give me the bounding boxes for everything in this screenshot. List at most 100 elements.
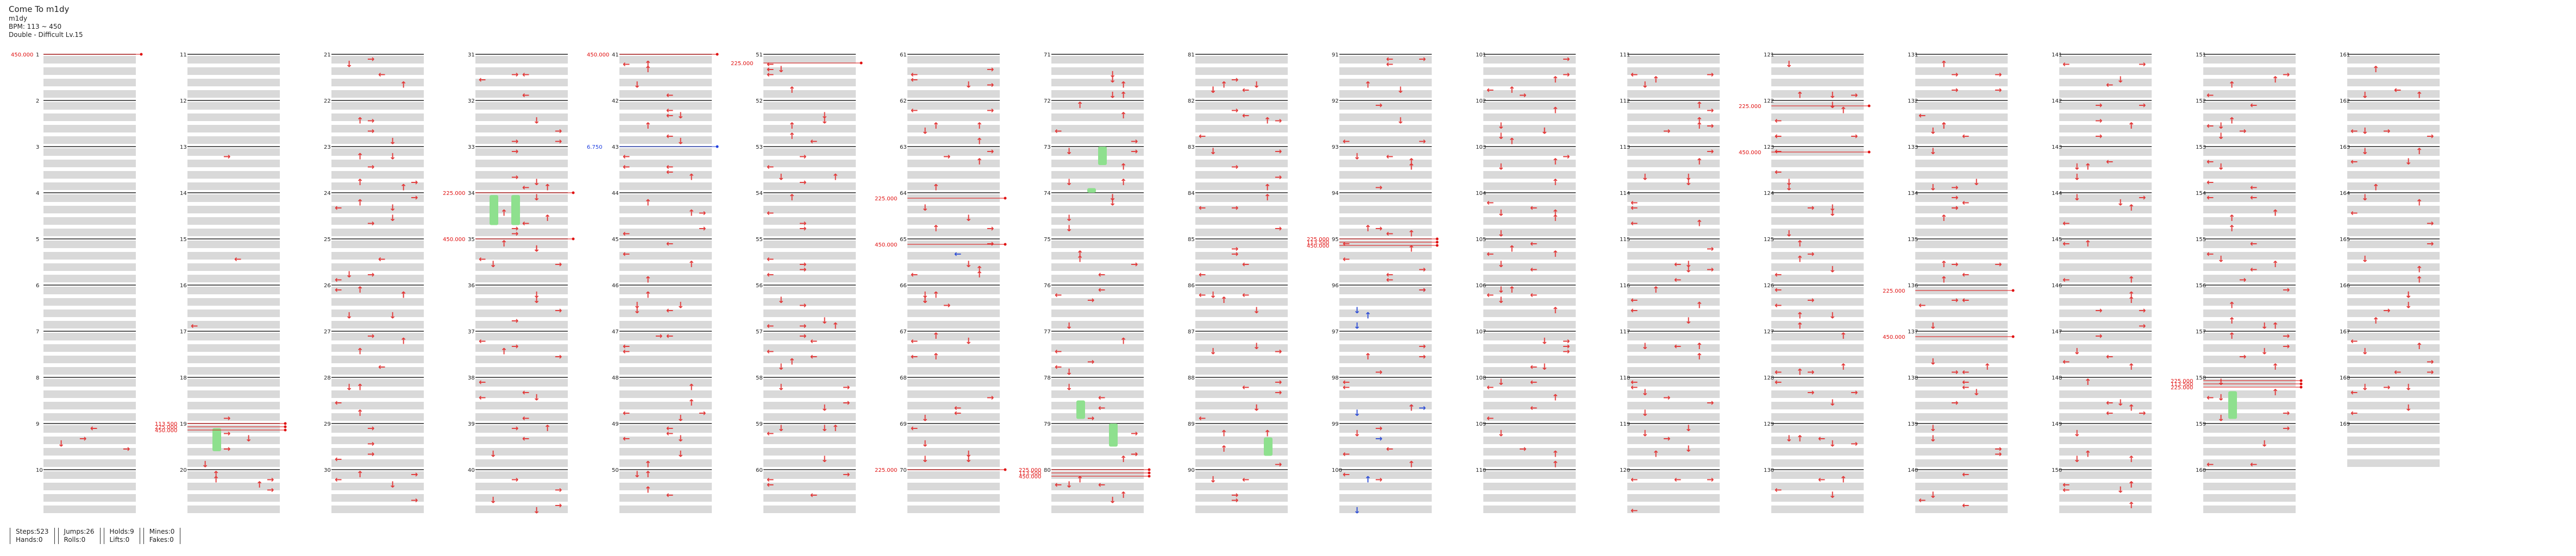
beat-stripe	[1339, 56, 1432, 64]
beat-stripe	[763, 402, 856, 409]
arrow-note: ↓	[2405, 156, 2412, 167]
arrow-note: →	[1231, 203, 1238, 213]
arrow-note: →	[799, 218, 806, 229]
measure-number: 147	[2052, 329, 2062, 335]
arrow-note: ←	[1775, 367, 1782, 377]
beat-stripe	[1771, 182, 1864, 190]
beat-stripe	[1051, 90, 1144, 98]
beat-stripe	[43, 90, 136, 98]
arrow-note: →	[2139, 408, 2146, 418]
arrow-note: →	[843, 382, 850, 393]
bpm-change-label: 450.000	[443, 237, 465, 243]
beat-stripe	[331, 344, 424, 352]
arrow-note: ↓	[1829, 397, 1836, 408]
arrow-note: ↑	[1984, 362, 1991, 372]
beat-stripe	[2203, 437, 2296, 444]
beat-stripe	[1483, 287, 1576, 294]
beat-stripe	[907, 506, 1000, 513]
arrow-note: ←	[1775, 131, 1782, 141]
measure-number: 124	[1764, 191, 1774, 197]
arrow-note: ↓	[922, 126, 929, 136]
beat-stripe	[2059, 206, 2152, 213]
beat-stripe	[1195, 56, 1288, 64]
beat-stripe	[2347, 171, 2440, 179]
beat-stripe	[1195, 506, 1288, 513]
beat-stripe	[619, 321, 712, 328]
arrow-note: ←	[1775, 146, 1782, 156]
arrow-note: ↓	[1929, 321, 1936, 331]
arrow-note: →	[1951, 397, 1958, 408]
beat-stripe	[907, 298, 1000, 306]
measure-number: 111	[1620, 52, 1630, 58]
arrow-note: →	[1563, 151, 1570, 162]
measure-number: 80	[1044, 467, 1051, 473]
measure-number: 108	[1476, 375, 1486, 381]
arrow-note: →	[1563, 336, 1570, 346]
arrow-note: ↑	[1552, 156, 1559, 167]
beat-stripe	[2059, 252, 2152, 260]
measure-number: 99	[1332, 421, 1339, 427]
beat-stripe	[475, 263, 568, 271]
measure-number: 25	[324, 237, 331, 243]
arrow-note: ←	[1674, 475, 1681, 485]
arrow-note: ↑	[688, 397, 695, 408]
beat-stripe	[2203, 344, 2296, 352]
bpm-change-label: 225.000	[1019, 467, 1041, 473]
arrow-note: ↓	[346, 59, 353, 70]
arrow-note: ↓	[2217, 254, 2224, 264]
arrow-note: →	[1419, 264, 1426, 275]
beat-stripe	[187, 506, 280, 513]
beat-stripe	[619, 206, 712, 213]
arrow-note: ↑	[2272, 208, 2279, 218]
beat-stripe	[1051, 206, 1144, 213]
arrow-note: ←	[2106, 156, 2113, 167]
arrow-note: ↓	[1785, 182, 1792, 193]
beat-stripe	[1195, 344, 1288, 352]
arrow-note: ↑	[1220, 80, 1227, 90]
arrow-note: ↑	[788, 357, 795, 367]
beat-stripe	[187, 217, 280, 225]
beat-stripe	[43, 459, 136, 467]
arrow-note: ↓	[634, 469, 641, 479]
beat-stripe	[763, 448, 856, 456]
measure-number: 47	[612, 329, 619, 335]
beat-stripe	[1627, 125, 1720, 132]
arrow-note: →	[367, 269, 374, 280]
beat-stripe	[331, 287, 424, 294]
beat-stripe	[1195, 252, 1288, 260]
beat-stripe	[2347, 182, 2440, 190]
beat-stripe	[1771, 113, 1864, 121]
arrow-note: ↓	[1353, 151, 1361, 162]
arrow-note: →	[987, 223, 994, 233]
measure-number: 119	[1620, 421, 1630, 427]
beat-stripe	[2347, 241, 2440, 248]
arrow-note: ←	[522, 433, 529, 444]
measure-number: 15	[180, 237, 187, 243]
measure-number: 115	[1620, 237, 1630, 243]
measure-number: 8	[36, 375, 39, 381]
measure-number: 86	[1188, 283, 1195, 289]
beat-stripe	[1771, 56, 1864, 64]
beat-stripe	[1627, 321, 1720, 328]
arrow-note: ↓	[2073, 172, 2080, 182]
measure-number: 123	[1764, 144, 1774, 150]
measure-number: 132	[1908, 98, 1918, 104]
measure-number: 73	[1044, 144, 1051, 150]
beat-stripe	[43, 275, 136, 282]
beat-stripe	[331, 298, 424, 306]
beat-stripe	[1771, 356, 1864, 363]
beat-stripe	[907, 263, 1000, 271]
arrow-note: →	[1995, 259, 2002, 269]
beat-stripe	[331, 483, 424, 490]
beat-stripe	[2347, 459, 2440, 467]
arrow-note: ↑	[1220, 295, 1227, 305]
arrow-note: ↓	[677, 136, 684, 147]
arrow-note: →	[1231, 162, 1238, 172]
arrow-note: ↑	[1696, 100, 1703, 110]
beat-stripe	[187, 263, 280, 271]
measure-number: 67	[900, 329, 907, 335]
arrow-note: ↓	[2361, 146, 2368, 156]
beat-stripe	[1051, 171, 1144, 179]
arrow-note: →	[1231, 244, 1238, 254]
beat-stripe	[475, 356, 568, 363]
